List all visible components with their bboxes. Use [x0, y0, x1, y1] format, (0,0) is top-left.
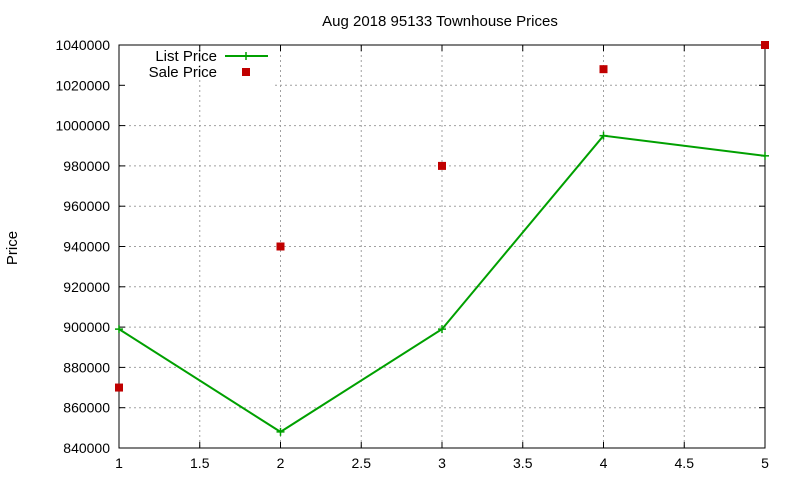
legend-marker-list-price [242, 52, 250, 60]
x-tick-label: 1 [115, 455, 123, 471]
y-tick-label: 840000 [63, 440, 110, 456]
legend-label-sale-price: Sale Price [149, 64, 217, 81]
legend-marker-sale-price [242, 68, 250, 76]
y-tick-label: 900000 [63, 319, 110, 335]
list-price-point [599, 131, 608, 140]
tick-layer: 1 1.5 2 2.5 3 3.5 4 4.5 5 840000 860000 880000 90000… [55, 37, 769, 471]
sale-price-point [115, 383, 123, 392]
grid-layer [119, 45, 765, 448]
sale-price-point [761, 41, 769, 49]
legend-label-list-price: List Price [155, 48, 217, 65]
y-tick-label: 940000 [63, 239, 110, 255]
y-tick-label: 960000 [63, 198, 110, 214]
series-layer [115, 41, 769, 436]
x-tick-label: 3.5 [513, 455, 533, 471]
sale-price-point [599, 65, 608, 74]
list-price-point [761, 151, 769, 160]
y-tick-label: 1000000 [55, 118, 110, 134]
x-tick-label: 4 [600, 455, 608, 471]
y-tick-label: 920000 [63, 279, 110, 295]
y-tick-label: 1020000 [55, 77, 110, 93]
x-tick-label: 4.5 [675, 455, 695, 471]
sale-price-point [438, 161, 446, 170]
chart-title: Aug 2018 95133 Townhouse Prices [322, 13, 558, 30]
x-tick-label: 1.5 [190, 455, 210, 471]
y-tick-label: 1040000 [55, 37, 110, 53]
x-tick-label: 2 [277, 455, 285, 471]
y-tick-label: 860000 [63, 400, 110, 416]
list-price-point [438, 325, 446, 334]
y-tick-label: 980000 [63, 158, 110, 174]
y-tick-label: 880000 [63, 359, 110, 375]
x-tick-label: 3 [438, 455, 446, 471]
list-price-point [276, 427, 285, 436]
y-axis-label: Price [4, 231, 21, 265]
x-tick-label: 2.5 [352, 455, 372, 471]
x-tick-label: 5 [761, 455, 769, 471]
list-price-point [115, 325, 123, 334]
sale-price-point [276, 242, 285, 251]
